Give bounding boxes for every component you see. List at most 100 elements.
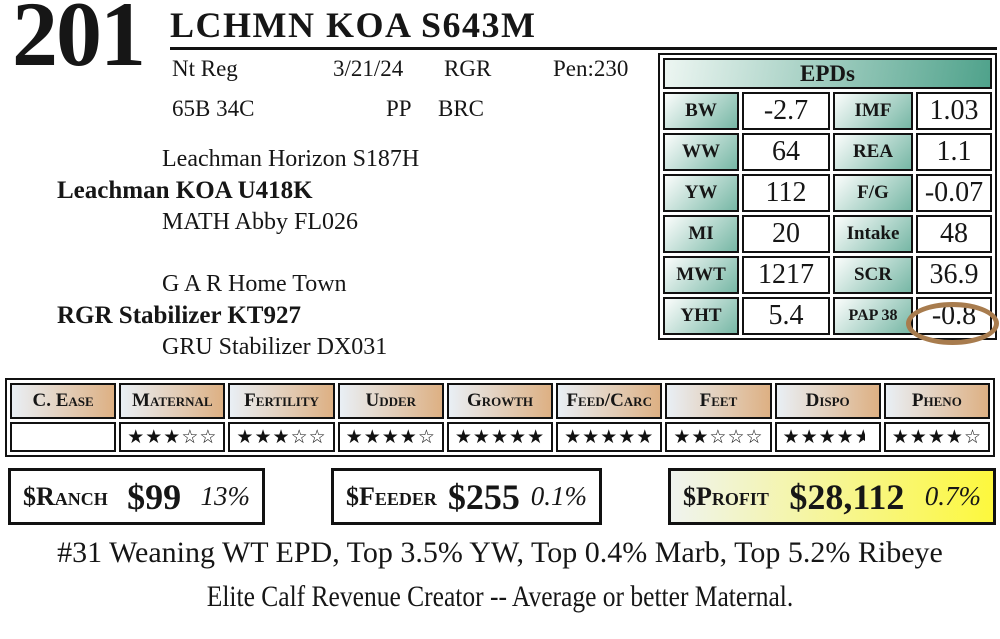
star-filled-icon: ★ bbox=[564, 426, 583, 448]
epd-value-imf: 1.03 bbox=[916, 92, 992, 130]
star-filled-icon: ★ bbox=[691, 426, 710, 448]
profit-index-label: $Profit bbox=[683, 481, 769, 511]
star-empty-icon: ☆ bbox=[417, 426, 436, 448]
star-filled-icon: ★ bbox=[891, 426, 910, 448]
epd-value-mi: 20 bbox=[742, 215, 830, 253]
rating-stars-udder: ★ ★ ★ ★ ☆ bbox=[337, 422, 444, 452]
star-empty-icon: ☆ bbox=[181, 426, 200, 448]
pedigree-dam-grandsire: G A R Home Town bbox=[162, 271, 347, 297]
epd-value-ww: 64 bbox=[742, 133, 830, 171]
ranch-index-label: $Ranch bbox=[23, 481, 108, 511]
epd-label-pap: PAP 38 bbox=[833, 297, 913, 335]
pedigree-dam: RGR Stabilizer KT927 bbox=[57, 302, 301, 329]
star-empty-icon: ☆ bbox=[963, 426, 982, 448]
rating-stars-fertility: ★ ★ ★ ☆ ☆ bbox=[228, 422, 335, 452]
star-filled-icon: ★ bbox=[272, 426, 291, 448]
star-filled-icon: ★ bbox=[254, 426, 273, 448]
star-filled-icon: ★ bbox=[454, 426, 473, 448]
rating-stars-feed-carc: ★ ★ ★ ★ ★ bbox=[556, 422, 663, 452]
star-empty-icon: ☆ bbox=[308, 426, 327, 448]
trait-ratings-table: C. Ease Maternal Fertility Udder Growth … bbox=[5, 378, 995, 457]
star-empty-icon: ☆ bbox=[727, 426, 746, 448]
star-filled-icon: ★ bbox=[800, 426, 819, 448]
star-filled-icon: ★ bbox=[399, 426, 418, 448]
star-filled-icon: ★ bbox=[782, 426, 801, 448]
highlight-circle-annotation bbox=[906, 302, 999, 345]
feeder-index-box: $Feeder $255 0.1% bbox=[331, 468, 602, 525]
star-filled-icon: ★ bbox=[345, 426, 364, 448]
epds-table: EPDs BW -2.7 IMF 1.03 WW 64 REA 1.1 YW 1… bbox=[658, 53, 997, 340]
rating-stars-pheno: ★ ★ ★ ★ ☆ bbox=[883, 422, 990, 452]
pedigree-dam-granddam: GRU Stabilizer DX031 bbox=[162, 334, 388, 360]
rating-header-udder: Udder bbox=[337, 383, 444, 419]
rating-stars-dispo: ★ ★ ★ ★ ★ bbox=[774, 422, 881, 452]
rating-stars-calving-ease bbox=[10, 422, 117, 452]
epd-label-yht: YHT bbox=[663, 297, 739, 335]
epd-value-yw: 112 bbox=[742, 174, 830, 212]
star-filled-icon: ★ bbox=[472, 426, 491, 448]
pedigree-sire-granddam: MATH Abby FL026 bbox=[162, 209, 359, 235]
footnote-summary: Elite Calf Revenue Creator -- Average or… bbox=[206, 580, 794, 613]
epd-label-mi: MI bbox=[663, 215, 739, 253]
epd-label-rea: REA bbox=[833, 133, 913, 171]
rating-header-dispo: Dispo bbox=[774, 383, 881, 419]
feeder-index-percentile: 0.1% bbox=[530, 481, 587, 511]
rating-header-growth: Growth bbox=[446, 383, 554, 419]
animal-name-title: LCHMN KOA S643M bbox=[170, 5, 537, 45]
rating-header-calving-ease: C. Ease bbox=[10, 383, 117, 419]
epd-label-intake: Intake bbox=[833, 215, 913, 253]
epd-label-mwt: MWT bbox=[663, 256, 739, 294]
rating-header-pheno: Pheno bbox=[883, 383, 990, 419]
star-filled-icon: ★ bbox=[673, 426, 692, 448]
profit-index-amount: $28,112 bbox=[789, 476, 905, 517]
star-filled-icon: ★ bbox=[818, 426, 837, 448]
star-filled-icon: ★ bbox=[236, 426, 255, 448]
pen-number: Pen:230 bbox=[553, 56, 629, 81]
star-filled-icon: ★ bbox=[381, 426, 400, 448]
registration-status: Nt Reg bbox=[172, 56, 238, 81]
star-filled-icon: ★ bbox=[509, 426, 528, 448]
ranch-index-percentile: 13% bbox=[200, 481, 251, 511]
epd-value-mwt: 1217 bbox=[742, 256, 830, 294]
breed-code: BRC bbox=[438, 96, 485, 121]
pedigree-sire-grandsire: Leachman Horizon S187H bbox=[162, 146, 420, 172]
polled-code: PP bbox=[386, 96, 412, 121]
feeder-index-amount: $255 bbox=[447, 476, 520, 517]
brand-code: RGR bbox=[444, 56, 492, 81]
ranch-index-box: $Ranch $99 13% bbox=[8, 468, 265, 525]
epd-label-ww: WW bbox=[663, 133, 739, 171]
footnote-rankings: #31 Weaning WT EPD, Top 3.5% YW, Top 0.4… bbox=[57, 536, 943, 569]
rating-stars-maternal: ★ ★ ★ ☆ ☆ bbox=[119, 422, 226, 452]
profit-index-box: $Profit $28,112 0.7% bbox=[668, 468, 996, 525]
epd-label-bw: BW bbox=[663, 92, 739, 130]
rating-header-feed-carc: Feed/Carc bbox=[556, 383, 663, 419]
lot-number: 201 bbox=[12, 0, 146, 85]
star-filled-icon: ★ bbox=[145, 426, 164, 448]
star-filled-icon: ★ bbox=[582, 426, 601, 448]
feeder-index-label: $Feeder bbox=[346, 481, 437, 511]
star-filled-icon: ★ bbox=[909, 426, 928, 448]
profit-index-percentile: 0.7% bbox=[924, 481, 981, 511]
star-filled-icon: ★ bbox=[600, 426, 619, 448]
epd-label-yw: YW bbox=[663, 174, 739, 212]
rating-header-feet: Feet bbox=[665, 383, 772, 419]
epd-value-fg: -0.07 bbox=[916, 174, 992, 212]
star-filled-icon: ★ bbox=[945, 426, 964, 448]
epd-label-fg: F/G bbox=[833, 174, 913, 212]
star-filled-icon: ★ bbox=[490, 426, 510, 448]
star-empty-icon: ☆ bbox=[199, 426, 218, 448]
rating-header-fertility: Fertility bbox=[228, 383, 335, 419]
star-filled-icon: ★ bbox=[927, 426, 946, 448]
rating-stars-growth: ★ ★ ★ ★ ★ bbox=[446, 422, 554, 452]
star-empty-icon: ☆ bbox=[709, 426, 728, 448]
epd-label-scr: SCR bbox=[833, 256, 913, 294]
star-filled-icon: ★ bbox=[636, 426, 655, 448]
epds-table-title: EPDs bbox=[663, 58, 992, 89]
star-filled-icon: ★ bbox=[618, 426, 637, 448]
tattoo-id: 65B 34C bbox=[172, 96, 255, 121]
epd-value-yht: 5.4 bbox=[742, 297, 830, 335]
star-filled-icon: ★ bbox=[363, 426, 382, 448]
star-filled-icon: ★ bbox=[527, 426, 546, 448]
birth-date: 3/21/24 bbox=[333, 56, 404, 81]
